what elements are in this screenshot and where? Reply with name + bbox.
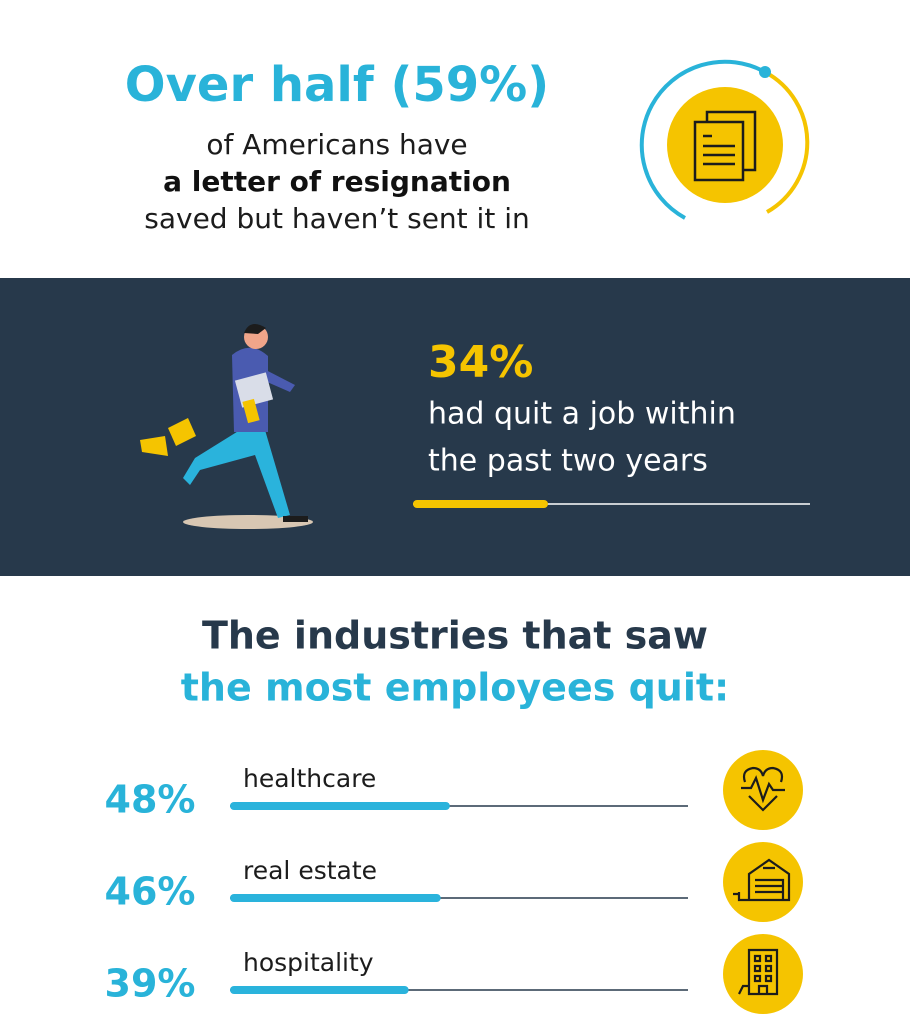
- dark-band: [0, 278, 910, 576]
- document-icon: [639, 59, 810, 220]
- industry-name: hospitality: [243, 948, 374, 977]
- headline-highlight: Over half (59%): [125, 57, 549, 113]
- section-title: The industries that saw: [202, 614, 708, 658]
- quit-stat-line: the past two years: [428, 444, 708, 479]
- industry-name: healthcare: [243, 764, 376, 793]
- industry-percent: 48%: [105, 778, 196, 822]
- quit-stat-value: 34%: [428, 337, 533, 388]
- industry-name: real estate: [243, 856, 377, 885]
- industry-icon: [723, 934, 803, 1014]
- industry-percent: 39%: [105, 962, 196, 1006]
- industry-list: 48% healthcare 46% real estate 39% hospitalit…: [105, 750, 803, 1014]
- headline-line: saved but haven’t sent it in: [144, 202, 529, 235]
- section-title: the most employees quit:: [181, 666, 729, 710]
- industry-percent: 46%: [105, 870, 196, 914]
- quit-stat-line: had quit a job within: [428, 397, 736, 432]
- progress-bar: [413, 500, 548, 508]
- progress-bar: [230, 986, 409, 994]
- headline-line: a letter of resignation: [163, 165, 511, 198]
- headline-line: of Americans have: [206, 128, 467, 161]
- industry-icon: [723, 842, 803, 922]
- runner-illustration: [140, 324, 313, 529]
- industry-icon: [723, 750, 803, 830]
- progress-bar: [230, 894, 441, 902]
- progress-bar: [230, 802, 450, 810]
